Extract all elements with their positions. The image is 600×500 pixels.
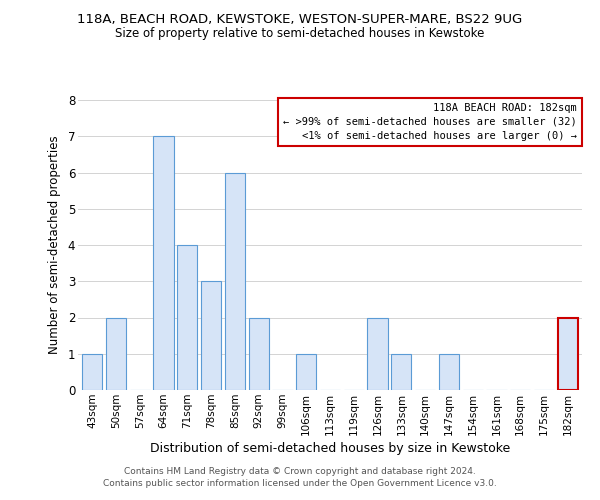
Bar: [201, 281, 221, 390]
Bar: [154, 136, 173, 390]
Bar: [248, 318, 269, 390]
Bar: [82, 354, 103, 390]
Y-axis label: Number of semi-detached properties: Number of semi-detached properties: [48, 136, 61, 354]
Text: 118A, BEACH ROAD, KEWSTOKE, WESTON-SUPER-MARE, BS22 9UG: 118A, BEACH ROAD, KEWSTOKE, WESTON-SUPER…: [77, 12, 523, 26]
Bar: [367, 318, 388, 390]
Bar: [557, 318, 578, 390]
Bar: [296, 354, 316, 390]
X-axis label: Distribution of semi-detached houses by size in Kewstoke: Distribution of semi-detached houses by …: [150, 442, 510, 455]
Bar: [225, 172, 245, 390]
Bar: [106, 318, 126, 390]
Bar: [439, 354, 459, 390]
Text: 118A BEACH ROAD: 182sqm
← >99% of semi-detached houses are smaller (32)
<1% of s: 118A BEACH ROAD: 182sqm ← >99% of semi-d…: [283, 103, 577, 141]
Bar: [391, 354, 412, 390]
Bar: [177, 245, 197, 390]
Text: Size of property relative to semi-detached houses in Kewstoke: Size of property relative to semi-detach…: [115, 28, 485, 40]
Text: Contains HM Land Registry data © Crown copyright and database right 2024.
Contai: Contains HM Land Registry data © Crown c…: [103, 466, 497, 487]
